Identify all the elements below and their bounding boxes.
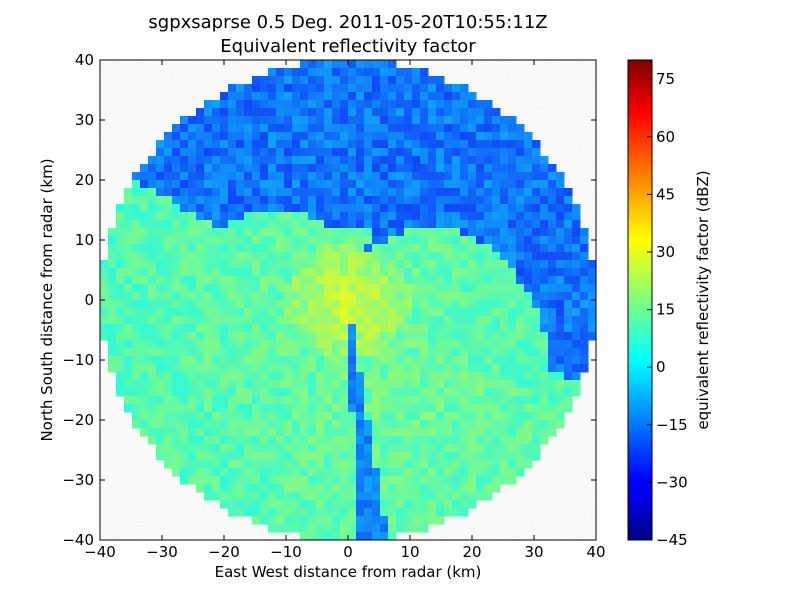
x-tick-label: 30 xyxy=(524,543,543,561)
colorbar-tick-label: 60 xyxy=(656,128,675,146)
colorbar-tick-label: 30 xyxy=(656,243,675,261)
colorbar xyxy=(627,59,653,541)
x-tick-label: −30 xyxy=(146,543,178,561)
y-axis-label: North South distance from radar (km) xyxy=(38,158,56,441)
colorbar-tick-label: 15 xyxy=(656,301,675,319)
colorbar-axis: −45 −30 −15 0 15 30 45 60 75 xyxy=(647,70,688,549)
x-tick-label: −20 xyxy=(208,543,240,561)
radar-image xyxy=(100,60,596,540)
colorbar-label: equivalent reflectivity factor (dBZ) xyxy=(694,170,712,429)
x-tick-label: 40 xyxy=(586,543,605,561)
y-tick-label: 0 xyxy=(84,291,94,309)
colorbar-tick-label: −15 xyxy=(656,416,688,434)
chart-title: sgpxsaprse 0.5 Deg. 2011-05-20T10:55:11Z xyxy=(148,12,547,33)
y-tick-label: 40 xyxy=(75,51,94,69)
y-axis: −40 −30 −20 −10 0 10 20 30 40 xyxy=(62,51,596,549)
x-axis-label: East West distance from radar (km) xyxy=(215,563,482,581)
y-tick-label: 20 xyxy=(75,171,94,189)
y-tick-label: −10 xyxy=(62,351,94,369)
y-tick-label: 10 xyxy=(75,231,94,249)
y-tick-label: −30 xyxy=(62,471,94,489)
chart-subtitle: Equivalent reflectivity factor xyxy=(220,36,476,57)
x-tick-label: 0 xyxy=(343,543,353,561)
x-axis: −40 −30 −20 −10 0 10 20 30 40 xyxy=(84,60,606,561)
y-tick-label: 30 xyxy=(75,111,94,129)
y-tick-label: −40 xyxy=(62,531,94,549)
speckle-texture xyxy=(100,60,596,540)
colorbar-tick-label: 0 xyxy=(656,358,666,376)
colorbar-tick-label: −45 xyxy=(656,531,688,549)
colorbar-tick-label: 75 xyxy=(656,70,675,88)
x-tick-label: −40 xyxy=(84,543,116,561)
colorbar-tick-label: 45 xyxy=(656,185,675,203)
x-tick-label: 10 xyxy=(400,543,419,561)
y-tick-label: −20 xyxy=(62,411,94,429)
x-tick-label: 20 xyxy=(462,543,481,561)
x-tick-label: −10 xyxy=(270,543,302,561)
colorbar-tick-label: −30 xyxy=(656,473,688,491)
